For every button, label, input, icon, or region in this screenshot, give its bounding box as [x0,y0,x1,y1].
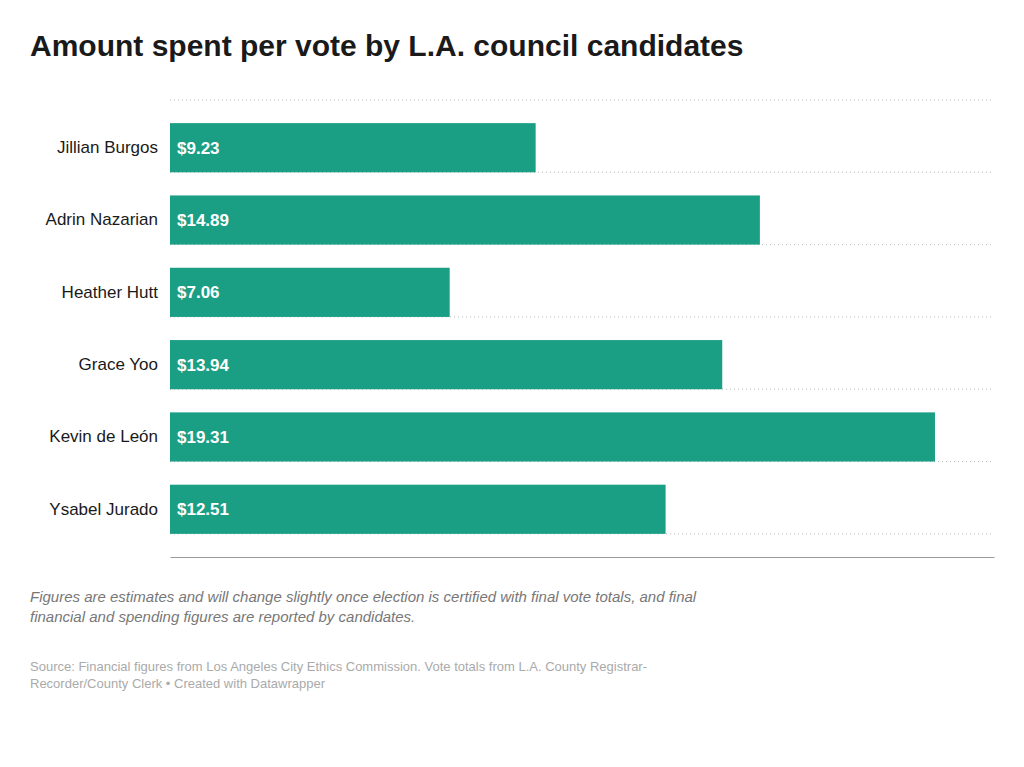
annotation: Figures are estimates and will change sl… [30,588,697,625]
bar [170,268,450,317]
y-axis: Jillian Burgos Adrin Nazarian Heather Hutt… [46,138,159,519]
y-tick-label: Grace Yoo [79,355,158,374]
chart: Amount spent per vote by L.A. council ca… [0,0,1024,767]
row-dividers [170,100,994,534]
y-tick: Ysabel Jurado [49,500,158,519]
x-axis-line [171,557,995,558]
data-labels: $9.23 $14.89 $7.06 $13.94 $19.31 $12.51 [177,139,230,520]
y-tick: Grace Yoo [79,355,158,374]
bars [170,123,935,534]
annotation: Source: Financial figures from Los Angel… [30,659,647,691]
x-axis [171,557,995,558]
y-tick-label: Kevin de León [49,427,158,446]
y-tick-label: Heather Hutt [62,283,159,302]
y-tick-label: Jillian Burgos [57,138,158,157]
y-tick: Heather Hutt [62,283,159,302]
data-label: $13.94 [177,356,230,375]
y-tick: Adrin Nazarian [46,210,158,229]
bar [170,340,722,389]
y-tick-label: Adrin Nazarian [46,210,158,229]
y-tick: Kevin de León [49,427,158,446]
data-label: $9.23 [177,139,220,158]
bar [170,412,935,461]
row-divider [170,100,994,101]
bar [170,485,666,534]
bar [170,195,760,244]
y-tick: Jillian Burgos [57,138,158,157]
title: Amount spent per vote by L.A. council ca… [30,29,743,62]
data-label: $7.06 [177,283,220,302]
data-label: $12.51 [177,500,229,519]
data-label: $19.31 [177,428,229,447]
y-tick-label: Ysabel Jurado [49,500,158,519]
bar [170,123,536,172]
data-label: $14.89 [177,211,229,230]
